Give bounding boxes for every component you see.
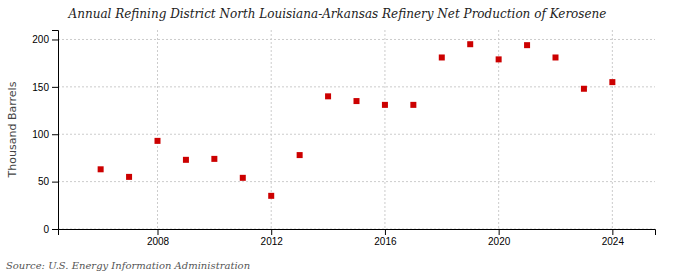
chart: 2008 2012 2016 2020 2024 0 50 100 150 200 Annual R… (0, 0, 675, 275)
x-tick-label: 2008 (147, 236, 170, 247)
x-tick: 2024 (602, 229, 625, 247)
point (126, 174, 132, 180)
x-tick-mark (499, 229, 500, 235)
point (410, 102, 416, 108)
point (382, 102, 388, 108)
y-tick-label: 200 (32, 34, 49, 45)
y-tick-label: 150 (32, 82, 49, 93)
points (98, 41, 616, 199)
point (524, 42, 530, 48)
x-axis-line (59, 230, 656, 236)
y-tick-mark (52, 134, 58, 135)
y-tick: 0 (43, 224, 58, 235)
point (240, 175, 246, 181)
y-tick: 50 (38, 176, 58, 187)
point (581, 86, 587, 92)
x-tick-mark (612, 229, 613, 235)
y-tick-label: 50 (38, 176, 50, 187)
grid-line-x (384, 30, 385, 229)
y-tick-mark (52, 229, 58, 230)
plot-area: 2008 2012 2016 2020 2024 0 50 100 150 200 (32, 30, 655, 247)
grid (58, 30, 655, 229)
x-tick: 2016 (374, 229, 397, 247)
x-tick: 2020 (488, 229, 511, 247)
y-tick-mark (52, 87, 58, 88)
point (609, 79, 615, 85)
point (211, 156, 217, 162)
x-tick-label: 2016 (374, 236, 397, 247)
point (439, 54, 445, 60)
grid-line-y (58, 39, 655, 40)
point (467, 41, 473, 47)
point (354, 98, 360, 104)
point (553, 54, 559, 60)
y-axis: 0 50 100 150 200 (32, 31, 58, 235)
x-axis: 2008 2012 2016 2020 2024 (59, 229, 656, 247)
y-tick-mark (52, 182, 58, 183)
grid-line-y (58, 86, 655, 87)
y-tick-label: 100 (32, 129, 49, 140)
y-tick: 150 (32, 82, 58, 93)
grid-line-y (58, 181, 655, 182)
y-tick-mark (52, 39, 58, 40)
grid-line-x (157, 30, 158, 229)
grid-line-x (271, 30, 272, 229)
x-tick-mark (158, 229, 159, 235)
point (325, 93, 331, 99)
point (268, 193, 274, 199)
x-tick-label: 2020 (488, 236, 511, 247)
grid-line-x (612, 30, 613, 229)
point (155, 138, 161, 144)
x-tick-mark (271, 229, 272, 235)
y-tick: 200 (32, 34, 58, 45)
y-tick: 100 (32, 129, 58, 140)
point (183, 157, 189, 163)
y-tick-label: 0 (43, 224, 49, 235)
point (297, 152, 303, 158)
y-axis-label: Thousand Barrels (6, 81, 19, 178)
x-tick-mark (385, 229, 386, 235)
title: Annual Refining District North Louisiana… (68, 7, 607, 21)
point (496, 56, 502, 62)
grid-line-y (58, 134, 655, 135)
y-axis-line (52, 31, 59, 230)
x-tick: 2012 (261, 229, 284, 247)
x-tick-label: 2012 (261, 236, 284, 247)
x-tick: 2008 (147, 229, 170, 247)
source-note: Source: U.S. Energy Information Administ… (6, 260, 250, 271)
point (98, 166, 104, 172)
x-tick-label: 2024 (602, 236, 625, 247)
